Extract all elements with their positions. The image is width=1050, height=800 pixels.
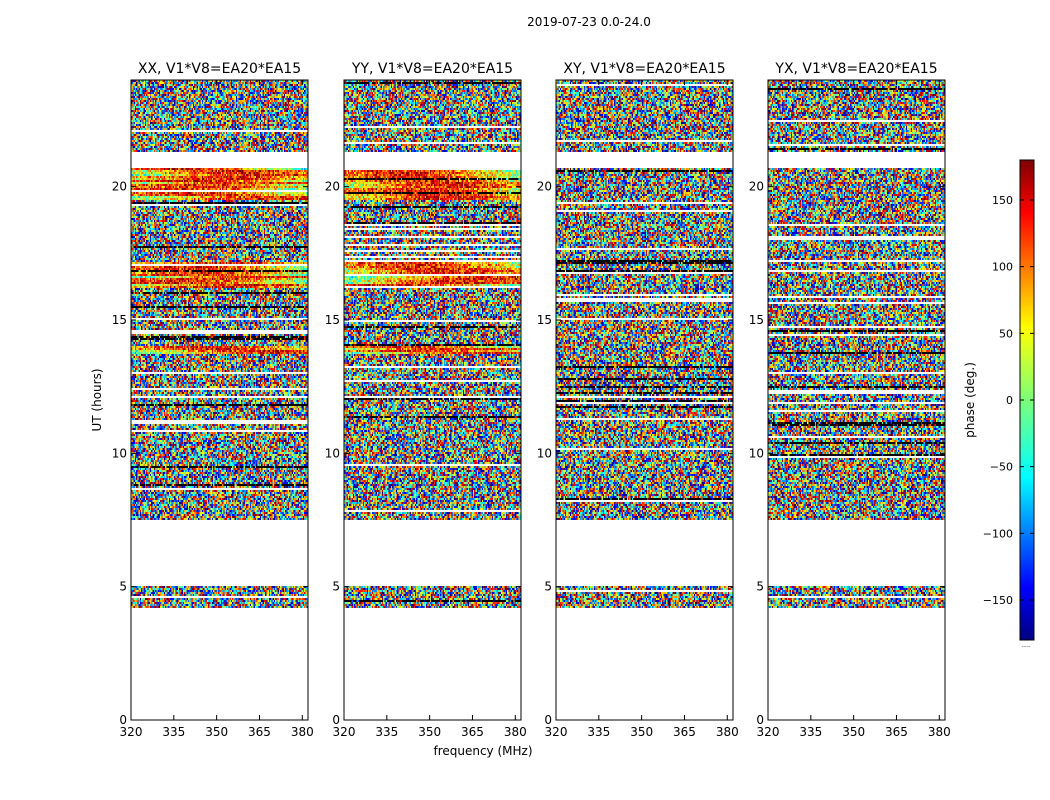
y-tick-label: 20 <box>325 180 340 194</box>
colorbar-label: phase (deg.) <box>963 362 977 438</box>
y-tick-label: 15 <box>749 313 764 327</box>
x-tick-label: 320 <box>120 725 143 739</box>
heatmap-image-xy <box>556 80 733 720</box>
x-tick-label: 380 <box>716 725 739 739</box>
x-tick-label: 365 <box>673 725 696 739</box>
y-axis-label: UT (hours) <box>90 368 104 431</box>
panel-frame <box>767 79 946 721</box>
x-tick-label: 350 <box>630 725 653 739</box>
y-tick-label: 10 <box>325 446 340 460</box>
colorbar-tick-label: 0 <box>1006 394 1013 407</box>
y-tick-label: 20 <box>749 180 764 194</box>
colorbar-tick-label: −50 <box>990 461 1013 474</box>
x-tick-label: 320 <box>757 725 780 739</box>
y-tick-label: 0 <box>544 713 552 727</box>
x-tick-label: 350 <box>842 725 865 739</box>
panel-xy: XY, V1*V8=EA20*EA15 320 335 350 365 380 0 5 10 15… <box>537 61 739 739</box>
y-tick-label: 0 <box>332 713 340 727</box>
panel-title: YX, V1*V8=EA20*EA15 <box>774 61 937 77</box>
y-tick-label: 5 <box>544 580 552 594</box>
panel-title: YY, V1*V8=EA20*EA15 <box>351 61 513 77</box>
x-tick-label: 350 <box>205 725 228 739</box>
x-tick-label: 335 <box>162 725 185 739</box>
colorbar-tick-label: 150 <box>992 194 1013 207</box>
y-tick-label: 15 <box>112 313 127 327</box>
x-tick-label: 380 <box>291 725 314 739</box>
panel-title: XX, V1*V8=EA20*EA15 <box>138 61 301 77</box>
panel-title: XY, V1*V8=EA20*EA15 <box>563 61 725 77</box>
y-tick-label: 0 <box>119 713 127 727</box>
x-tick-label: 335 <box>375 725 398 739</box>
x-tick-label: 335 <box>799 725 822 739</box>
y-tick-label: 15 <box>537 313 552 327</box>
x-tick-label: 350 <box>418 725 441 739</box>
panel-yy: YY, V1*V8=EA20*EA15 320 335 350 365 380 0 5 10 15… <box>325 61 527 739</box>
x-tick-label: 365 <box>885 725 908 739</box>
heatmap-image-yy <box>344 80 521 720</box>
y-tick-label: 15 <box>325 313 340 327</box>
panel-yx: YX, V1*V8=EA20*EA15 320 335 350 365 380 0 5 10 15… <box>749 61 951 739</box>
x-tick-label: 320 <box>333 725 356 739</box>
x-tick-label: 335 <box>587 725 610 739</box>
panels-group: XX, V1*V8=EA20*EA15 320 335 350 365 380 0 5 10 15… <box>112 61 951 739</box>
y-tick-label: 10 <box>749 446 764 460</box>
panel-frame <box>555 79 734 721</box>
y-tick-label: 10 <box>537 446 552 460</box>
x-tick-label: 365 <box>248 725 271 739</box>
y-tick-label: 5 <box>119 580 127 594</box>
y-tick-label: 20 <box>112 180 127 194</box>
colorbar-tick-label: −100 <box>983 527 1013 540</box>
x-tick-label: 380 <box>504 725 527 739</box>
y-tick-label: 20 <box>537 180 552 194</box>
panel-frame <box>343 79 522 721</box>
x-axis-label: frequency (MHz) <box>433 744 532 758</box>
x-tick-label: 320 <box>545 725 568 739</box>
x-tick-label: 380 <box>928 725 951 739</box>
colorbar-tick-label: 100 <box>992 261 1013 274</box>
colorbar-ticks: −150 −100 −50 0 50 100 150 <box>983 194 1034 607</box>
panel-xx: XX, V1*V8=EA20*EA15 320 335 350 365 380 0 5 10 15… <box>112 61 314 739</box>
heatmap-image-yx <box>768 80 945 720</box>
colorbar-tick-label: −150 <box>983 594 1013 607</box>
colorbar: −150 −100 −50 0 50 100 150 phase (deg.) ..... <box>963 159 1035 649</box>
y-tick-label: 5 <box>332 580 340 594</box>
y-tick-label: 0 <box>756 713 764 727</box>
x-tick-label: 365 <box>461 725 484 739</box>
colorbar-tick-label: 50 <box>999 327 1013 340</box>
panel-frame <box>130 79 309 721</box>
colorbar-footnote: ..... <box>1021 642 1031 649</box>
y-tick-label: 5 <box>756 580 764 594</box>
figure-suptitle: 2019-07-23 0.0-24.0 <box>527 15 651 29</box>
y-tick-label: 10 <box>112 446 127 460</box>
heatmap-image-xx <box>131 80 308 720</box>
